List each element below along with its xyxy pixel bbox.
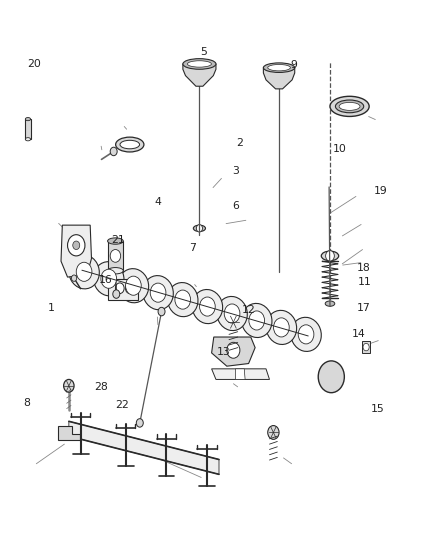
Ellipse shape [108,238,123,244]
Circle shape [116,283,124,294]
Circle shape [113,290,120,298]
Ellipse shape [274,318,289,337]
Text: 19: 19 [374,186,388,196]
Text: 18: 18 [357,263,371,272]
Ellipse shape [101,269,117,288]
Text: 6: 6 [232,200,239,211]
Text: 12: 12 [242,305,255,315]
Ellipse shape [263,63,295,72]
Text: 2: 2 [237,139,244,149]
Circle shape [227,314,240,330]
Ellipse shape [336,100,364,113]
Ellipse shape [167,282,198,317]
Polygon shape [362,341,371,353]
Text: 22: 22 [116,400,129,410]
Circle shape [73,241,80,249]
Circle shape [110,147,117,156]
Text: 8: 8 [23,398,30,408]
Circle shape [125,283,134,294]
Circle shape [325,251,334,261]
Ellipse shape [339,102,360,110]
Text: 10: 10 [333,144,347,154]
Ellipse shape [298,325,314,344]
Circle shape [363,343,369,351]
Polygon shape [212,337,255,366]
Ellipse shape [268,64,290,71]
Polygon shape [212,369,269,379]
Bar [25,119,31,139]
Ellipse shape [126,276,141,295]
Circle shape [227,342,240,358]
Polygon shape [263,68,295,89]
Text: 5: 5 [200,47,207,56]
Ellipse shape [330,96,369,116]
Ellipse shape [143,276,173,310]
Circle shape [158,308,165,316]
Circle shape [110,249,120,262]
Text: 13: 13 [216,348,230,358]
Ellipse shape [241,303,272,337]
Ellipse shape [76,262,92,281]
Circle shape [196,224,202,232]
Ellipse shape [69,255,99,289]
Circle shape [318,361,344,393]
Text: 1: 1 [48,303,55,313]
Ellipse shape [183,59,216,69]
Ellipse shape [249,311,265,330]
Text: 4: 4 [155,197,162,207]
Ellipse shape [325,301,335,306]
Ellipse shape [93,262,124,296]
Text: 15: 15 [371,403,385,414]
Circle shape [67,235,85,256]
Polygon shape [108,241,123,271]
Polygon shape [236,369,245,379]
Circle shape [136,419,143,427]
Ellipse shape [116,137,144,152]
Text: 11: 11 [358,277,372,287]
Ellipse shape [25,138,31,141]
Text: 9: 9 [290,60,297,70]
Ellipse shape [217,296,247,330]
Polygon shape [61,225,92,277]
Ellipse shape [108,268,123,274]
Ellipse shape [25,117,31,120]
Polygon shape [183,64,216,86]
Polygon shape [108,279,138,300]
Ellipse shape [291,317,321,351]
Ellipse shape [266,310,297,344]
Ellipse shape [193,225,205,231]
Ellipse shape [187,61,212,67]
Ellipse shape [224,304,240,323]
Text: 28: 28 [94,382,107,392]
Text: 14: 14 [351,329,365,340]
Ellipse shape [321,251,339,261]
Ellipse shape [192,289,223,324]
Text: 17: 17 [357,303,371,313]
Text: 16: 16 [99,274,113,285]
Ellipse shape [120,140,140,149]
Ellipse shape [150,283,166,302]
Text: 21: 21 [111,235,125,245]
Circle shape [268,425,279,439]
Text: 3: 3 [232,166,239,176]
Ellipse shape [200,297,215,316]
Text: 20: 20 [27,59,41,69]
Polygon shape [58,425,80,440]
Ellipse shape [118,269,148,303]
Ellipse shape [175,290,191,309]
Circle shape [71,275,77,281]
Text: 7: 7 [190,243,196,253]
Polygon shape [69,421,219,474]
Circle shape [64,379,74,392]
